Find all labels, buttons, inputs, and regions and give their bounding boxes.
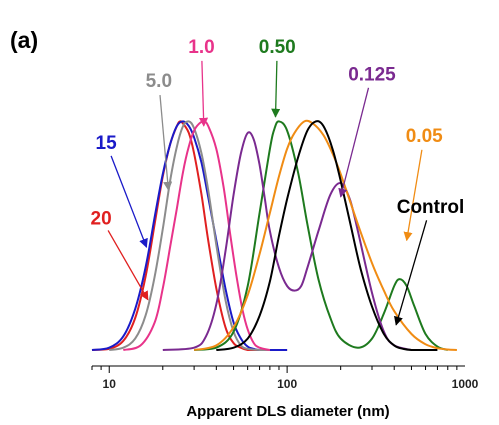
x-axis: 10 100 1000 <box>91 365 479 391</box>
series-arrow <box>394 220 428 326</box>
x-tick-label: 10 <box>103 377 117 391</box>
series-label: 15 <box>96 133 118 154</box>
series-label: 0.125 <box>348 64 396 85</box>
series-label: 0.05 <box>406 126 443 147</box>
x-axis-title: Apparent DLS diameter (nm) <box>186 403 389 420</box>
series-line-15 <box>91 120 288 351</box>
series-line-0-125 <box>162 131 412 351</box>
series-label: Control <box>397 197 465 218</box>
series-label: 20 <box>91 208 112 229</box>
series-layer <box>91 119 457 351</box>
series-arrow <box>107 230 149 301</box>
series-arrow <box>403 149 423 242</box>
series-arrow <box>159 95 173 191</box>
panel-label: (a) <box>10 27 38 53</box>
series-label: 0.50 <box>259 37 296 58</box>
series-arrow <box>338 87 370 198</box>
series-label: 5.0 <box>146 71 172 92</box>
x-tick-label: 1000 <box>452 377 479 391</box>
x-tick-label: 100 <box>277 377 297 391</box>
series-label: 1.0 <box>188 37 214 58</box>
series-arrow <box>110 155 148 248</box>
series-labels: 20 15 5.0 1.0 0.50 0.125 0.05 Control <box>91 37 465 326</box>
series-line-0-05 <box>193 119 457 351</box>
series-arrow <box>199 60 209 127</box>
series-line-control <box>216 120 438 351</box>
series-arrow <box>271 60 281 118</box>
